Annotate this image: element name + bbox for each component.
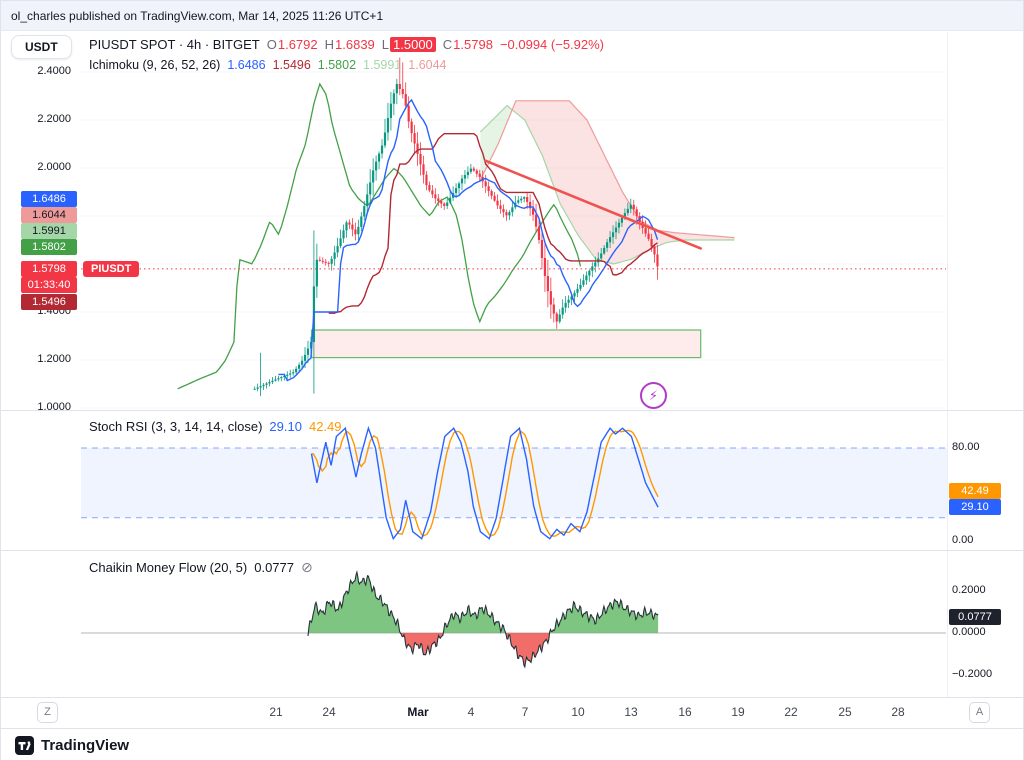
low-pair: L 1.5000 <box>382 37 436 52</box>
open-pair: O 1.6792 <box>267 37 318 52</box>
high-value: 1.6839 <box>335 37 375 52</box>
lagging-price-badge: 1.5802 <box>21 239 77 255</box>
ichimoku-conversion-value: 1.6486 <box>227 58 266 72</box>
low-label: L <box>381 37 390 52</box>
cmf-tick: 0.2000 <box>952 584 986 596</box>
time-tick: 28 <box>891 705 905 719</box>
ichimoku-title[interactable]: Ichimoku (9, 26, 52, 26) <box>89 58 221 72</box>
footer-bar: TradingView <box>1 729 1023 760</box>
low-value: 1.5000 <box>390 37 436 52</box>
open-label: O <box>266 37 277 52</box>
time-tick: 7 <box>521 705 529 719</box>
time-tick: 21 <box>269 705 283 719</box>
close-value: 1.5798 <box>453 37 493 52</box>
price-tick: 2.0000 <box>37 161 71 173</box>
pane-separator <box>1 697 1023 698</box>
cmf-tick: −0.2000 <box>952 668 993 680</box>
time-tick: 24 <box>322 705 336 719</box>
currency-toggle-button[interactable]: USDT <box>11 35 72 59</box>
ichimoku-legend: Ichimoku (9, 26, 52, 26) 1.6486 1.5496 1… <box>89 58 447 72</box>
high-label: H <box>324 37 335 52</box>
ichimoku-lead1-value: 1.5991 <box>363 58 402 72</box>
ichimoku-lead2-value: 1.6044 <box>408 58 447 72</box>
time-tick: 19 <box>731 705 745 719</box>
attribution-text: ol_charles published on TradingView.com,… <box>11 9 384 23</box>
time-tick: 22 <box>784 705 798 719</box>
time-tick: 25 <box>838 705 852 719</box>
lead1-price-badge: 1.5991 <box>21 223 77 239</box>
symbol-title[interactable]: PIUSDT SPOT · 4h · BITGET <box>89 37 260 52</box>
close-pair: C 1.5798 <box>443 37 493 52</box>
stoch-k-badge: 29.10 <box>949 499 1001 515</box>
change-value: −0.0994 (−5.92%) <box>499 37 605 52</box>
symbol-legend: PIUSDT SPOT · 4h · BITGET O 1.6792 H 1.683… <box>89 37 604 52</box>
time-tick: 4 <box>467 705 475 719</box>
last-price-badge: 1.5798 <box>21 261 77 277</box>
tradingview-brand[interactable]: TradingView <box>41 736 130 754</box>
stoch-k-value: 29.10 <box>269 419 302 434</box>
hide-indicator-icon[interactable]: ⊘ <box>301 559 313 575</box>
bar-countdown-badge: 01:33:40 <box>21 277 77 293</box>
stoch-upper-band-label: 80.00 <box>952 441 980 453</box>
stoch-rsi-legend: Stoch RSI (3, 3, 14, 14, close) 29.10 42… <box>89 419 342 434</box>
adjust-scale-button[interactable]: A <box>969 702 990 723</box>
boost-icon[interactable]: ⚡ <box>640 382 667 409</box>
time-tick-month: Mar <box>407 705 429 719</box>
cmf-value: 0.0777 <box>254 560 294 575</box>
base-price-badge: 1.5496 <box>21 294 77 310</box>
time-tick: 16 <box>678 705 692 719</box>
high-pair: H 1.6839 <box>325 37 375 52</box>
cmf-tick: 0.0000 <box>952 626 986 638</box>
stoch-lower-label: 0.00 <box>952 534 974 546</box>
stoch-d-badge: 42.49 <box>949 483 1001 499</box>
symbol-price-tag: PIUSDT <box>83 261 140 277</box>
ichimoku-base-value: 1.5496 <box>272 58 311 72</box>
footer-separator <box>1 728 1023 729</box>
time-tick: 10 <box>571 705 585 719</box>
stoch-rsi-title[interactable]: Stoch RSI (3, 3, 14, 14, close) <box>89 419 263 434</box>
tradingview-logo-icon <box>15 735 34 755</box>
pane-separator[interactable] <box>1 550 1023 551</box>
timezone-button[interactable]: Z <box>37 702 58 723</box>
lead2-price-badge: 1.6044 <box>21 207 77 223</box>
price-tick: 1.2000 <box>37 353 71 365</box>
right-axis-separator <box>947 32 948 698</box>
pane-separator[interactable] <box>1 410 1023 411</box>
conversion-price-badge: 1.6486 <box>21 191 77 207</box>
stoch-d-value: 42.49 <box>308 419 342 434</box>
time-tick: 13 <box>624 705 638 719</box>
ichimoku-lagging-value: 1.5802 <box>317 58 357 72</box>
price-tick: 2.2000 <box>37 113 71 125</box>
cmf-legend: Chaikin Money Flow (20, 5) 0.0777 ⊘ <box>89 559 313 576</box>
attribution-bar: ol_charles published on TradingView.com,… <box>1 1 1023 31</box>
close-label: C <box>442 37 453 52</box>
price-tick: 2.4000 <box>37 65 71 77</box>
cmf-value-badge: 0.0777 <box>949 609 1001 625</box>
cmf-title[interactable]: Chaikin Money Flow (20, 5) <box>89 560 248 575</box>
open-value: 1.6792 <box>277 37 318 52</box>
price-tick: 1.0000 <box>37 401 71 413</box>
